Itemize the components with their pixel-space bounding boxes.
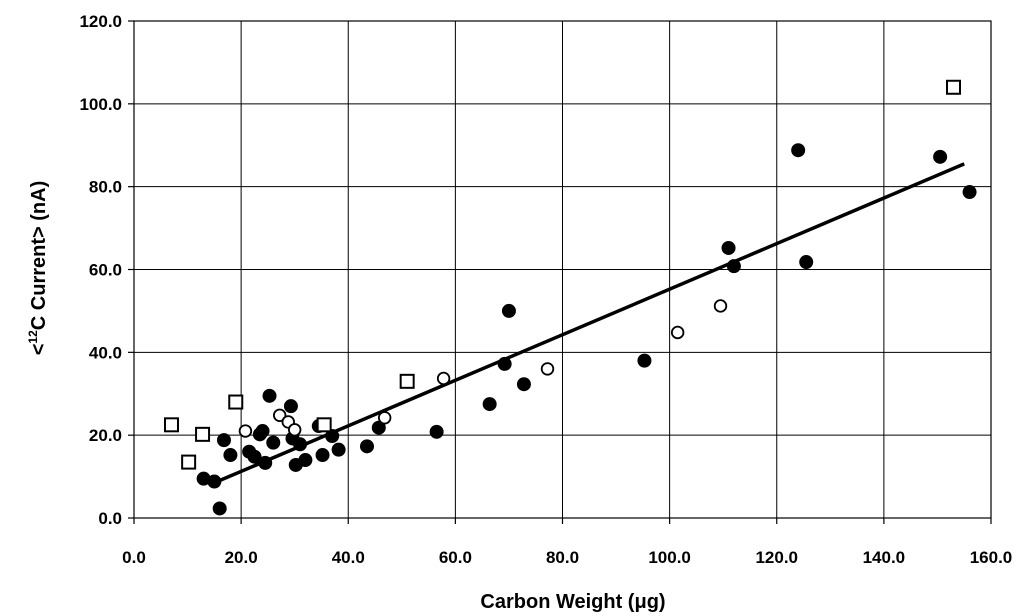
x-tick-label: 60.0: [439, 548, 472, 567]
y-tick-label: 40.0: [89, 343, 122, 362]
x-tick-label: 140.0: [863, 548, 906, 567]
y-tick-label: 80.0: [89, 178, 122, 197]
x-axis-tick-labels: 0.0 20.0 40.0 60.0 80.0 100.0 120.0 140.0 160.0: [122, 548, 1012, 567]
data-point-filled-circle: [799, 255, 814, 270]
plot-area: [128, 20, 992, 524]
y-axis-tick-labels: 0.0 20.0 40.0 60.0 80.0 100.0 120.0: [79, 12, 122, 528]
data-point-open-square: [181, 454, 197, 470]
data-point-filled-circle: [298, 453, 313, 468]
data-point-filled-circle: [482, 397, 497, 412]
x-tick-label: 100.0: [648, 548, 691, 567]
x-tick-label: 160.0: [970, 548, 1013, 567]
data-point-filled-circle: [262, 388, 277, 403]
data-point-filled-circle: [501, 303, 516, 318]
data-point-open-square: [163, 417, 179, 433]
data-point-filled-circle: [258, 455, 273, 470]
data-point-filled-circle: [791, 143, 806, 158]
data-point-filled-circle: [721, 240, 736, 255]
data-point-filled-circle: [266, 435, 281, 450]
data-point-open-circle: [436, 371, 451, 386]
data-point-open-circle: [540, 362, 555, 376]
data-point-filled-circle: [325, 428, 340, 443]
data-point-filled-circle: [726, 259, 741, 274]
data-point-filled-circle: [283, 399, 298, 414]
data-point-open-square: [399, 373, 415, 389]
data-point-filled-circle: [255, 424, 270, 439]
x-tick-label: 0.0: [122, 548, 146, 567]
y-tick-label: 0.0: [98, 509, 122, 528]
data-point-open-square: [316, 417, 332, 433]
data-point-open-square: [946, 79, 962, 95]
data-point-filled-circle: [359, 439, 374, 454]
x-tick-label: 120.0: [755, 548, 798, 567]
y-tick-label: 100.0: [79, 95, 122, 114]
x-tick-label: 20.0: [225, 548, 258, 567]
data-point-filled-circle: [293, 437, 308, 452]
data-point-filled-circle: [207, 474, 222, 489]
data-point-open-circle: [272, 408, 287, 422]
data-point-open-circle: [377, 411, 392, 425]
x-tick-label: 40.0: [332, 548, 365, 567]
data-point-filled-circle: [212, 501, 227, 516]
data-point-filled-circle: [429, 424, 444, 439]
data-point-open-circle: [713, 299, 728, 313]
x-tick-label: 80.0: [546, 548, 579, 567]
data-point-filled-circle: [315, 448, 330, 463]
data-point-filled-circle: [216, 433, 231, 448]
x-axis-title: Carbon Weight (μg): [480, 591, 665, 613]
data-point-filled-circle: [637, 353, 652, 368]
data-point-filled-circle: [497, 356, 512, 371]
data-point-open-square: [195, 426, 211, 442]
data-point-open-square: [228, 394, 244, 410]
y-axis-title: <12C Current> (nA): [26, 181, 50, 356]
trendline: [213, 162, 965, 485]
data-point-filled-circle: [933, 149, 948, 164]
data-point-open-circle: [670, 325, 685, 340]
data-point-filled-circle: [247, 449, 262, 464]
data-point-filled-circle: [223, 448, 238, 463]
data-point-filled-circle: [371, 420, 386, 435]
data-point-filled-circle: [516, 377, 531, 392]
y-tick-label: 60.0: [89, 261, 122, 280]
data-point-open-circle: [238, 424, 253, 438]
y-tick-label: 20.0: [89, 426, 122, 445]
data-point-filled-circle: [962, 185, 977, 200]
data-point-filled-circle: [331, 442, 346, 457]
data-point-open-circle: [287, 423, 302, 437]
y-tick-label: 120.0: [79, 12, 122, 31]
